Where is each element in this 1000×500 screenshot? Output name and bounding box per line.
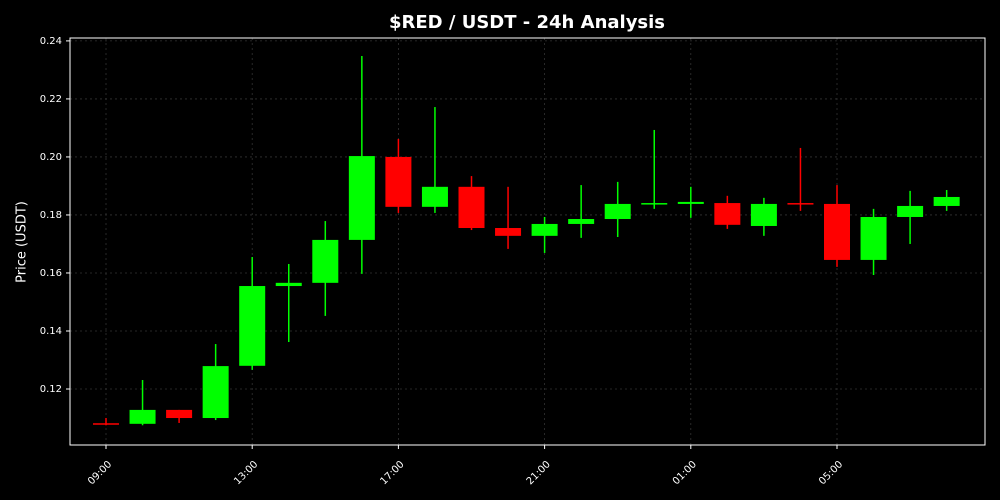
candle-body: [860, 216, 887, 260]
candle-body: [93, 423, 119, 425]
candle-body: [385, 156, 412, 207]
candle-body: [531, 223, 558, 236]
y-axis-label: Price (USDT): [15, 201, 30, 283]
y-tick-label: 0.18: [40, 210, 62, 221]
candle-body: [824, 203, 850, 260]
candle-body: [714, 203, 741, 225]
y-tick-label: 0.24: [40, 36, 62, 47]
y-tick-label: 0.14: [40, 326, 62, 337]
x-tick-label: 05:00: [817, 459, 845, 487]
candle-body: [933, 196, 960, 206]
candle-body: [275, 282, 302, 287]
candle-body: [166, 409, 193, 419]
candle-body: [458, 186, 485, 229]
x-tick-label: 13:00: [232, 459, 260, 487]
candle-body: [750, 203, 777, 226]
candle-body: [348, 156, 375, 240]
x-tick-label: 21:00: [525, 459, 553, 487]
candle-body: [897, 205, 924, 217]
candle-body: [495, 228, 522, 236]
x-tick-label: 17:00: [378, 459, 406, 487]
x-tick-label: 09:00: [86, 459, 114, 487]
candle-body: [239, 286, 266, 366]
chart-title: $RED / USDT - 24h Analysis: [389, 12, 665, 33]
candle-body: [787, 203, 814, 205]
candle-body: [641, 203, 668, 205]
candle-body: [604, 203, 631, 220]
candle-body: [202, 366, 229, 419]
y-tick-label: 0.22: [40, 94, 62, 105]
candle-body: [312, 239, 339, 283]
y-tick-label: 0.16: [40, 268, 62, 279]
candle-body: [568, 219, 595, 224]
y-tick-label: 0.12: [40, 384, 62, 395]
candle-body: [129, 409, 156, 424]
x-tick-label: 01:00: [671, 459, 699, 487]
candle-body: [421, 186, 448, 207]
plot-frame: [69, 37, 986, 446]
y-tick-label: 0.20: [40, 152, 62, 163]
candle-body: [677, 201, 704, 204]
